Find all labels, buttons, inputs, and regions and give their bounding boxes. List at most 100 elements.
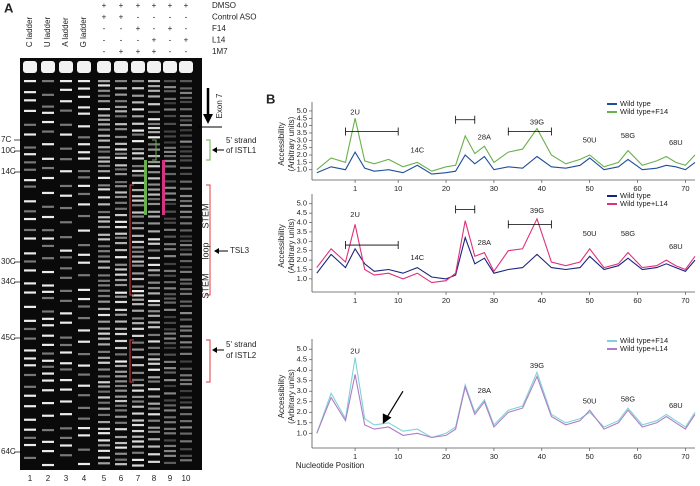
gel-band (180, 145, 192, 148)
gel-band (132, 371, 144, 374)
gel-band (115, 395, 127, 398)
gel-band (98, 361, 110, 364)
gel-band (148, 333, 160, 337)
lane-number: 6 (119, 474, 124, 483)
x-tick-label: 40 (538, 296, 546, 305)
gel-band (78, 352, 90, 356)
condition-mark: + (152, 1, 157, 10)
x-tick-label: 70 (681, 184, 689, 193)
gel-band (132, 317, 144, 320)
gel-band (164, 255, 176, 258)
gel-band (98, 368, 110, 371)
gel-band (98, 184, 110, 187)
x-tick-label: 50 (586, 296, 594, 305)
gel-band (132, 435, 144, 438)
gel-band (148, 103, 160, 106)
y-tick-label: 1.5 (297, 157, 307, 166)
gel-band (115, 446, 127, 449)
bracket (129, 339, 134, 383)
gel-band (180, 311, 192, 315)
gel-band (164, 248, 176, 251)
gel-band (164, 155, 176, 158)
gel-band (42, 429, 54, 432)
gel-band (164, 262, 176, 266)
gel-band (60, 454, 72, 457)
region-bracket (345, 241, 399, 250)
peak-label: 39G (530, 361, 544, 370)
x-tick-label: 40 (538, 184, 546, 193)
x-tick-label: 10 (394, 296, 402, 305)
gel-band (98, 203, 110, 206)
gel-well (114, 61, 128, 73)
gel-band (180, 244, 192, 247)
gel-band (132, 364, 144, 367)
gel-band (115, 441, 127, 445)
peak-label: 14C (410, 253, 424, 262)
gel-band (115, 135, 127, 139)
gel-band (164, 141, 176, 144)
gel-band (164, 439, 176, 442)
gel-band (180, 172, 192, 176)
gel-band (98, 332, 110, 335)
gel-band (42, 130, 54, 133)
gel-band (132, 94, 144, 97)
gel-band (132, 440, 144, 443)
legend-label: Wild type (620, 191, 651, 200)
gel-band (148, 165, 160, 168)
gel-band (164, 301, 176, 304)
gel-band (164, 235, 176, 238)
gel-band (98, 432, 110, 435)
y-tick-label: 1.5 (297, 264, 307, 273)
peak-label: 58G (621, 131, 635, 140)
gel-band (132, 303, 144, 306)
gel-band (42, 284, 54, 287)
gel-band (180, 114, 192, 118)
gel-band (148, 445, 160, 448)
gel-band (98, 337, 110, 340)
gel-band (42, 215, 54, 219)
gel-band (148, 376, 160, 379)
gel-band (98, 225, 110, 229)
highlight-bar (144, 160, 147, 215)
gel-band (98, 294, 110, 298)
gel-band (78, 170, 90, 173)
gel-band (148, 242, 160, 245)
gel-band (148, 215, 160, 218)
gel-band (115, 87, 127, 90)
gel-band (132, 255, 144, 258)
gel-band (24, 252, 36, 255)
gel-band (132, 309, 144, 312)
lane-label: A ladder (61, 17, 70, 47)
gel-band (60, 413, 72, 416)
lane-number: 7 (136, 474, 141, 483)
gel-band (42, 310, 54, 313)
gel-band (180, 335, 192, 338)
gel-band (98, 150, 110, 153)
gel-band (164, 427, 176, 430)
gel-band (164, 404, 176, 407)
tsl3-label: TSL3 (230, 246, 250, 255)
gel-band (42, 93, 54, 96)
gel-band (180, 378, 192, 382)
region-bracket (507, 127, 552, 136)
condition-mark: - (169, 36, 172, 45)
gel-band (164, 165, 176, 168)
gel-band (98, 84, 110, 87)
arrow (385, 390, 404, 419)
gel-band (164, 108, 176, 111)
gel-band (60, 256, 72, 259)
gel-band (164, 146, 176, 149)
x-tick-label: 70 (681, 452, 689, 461)
gel-band (115, 421, 127, 424)
gel-band (42, 270, 54, 274)
gel-band (98, 188, 110, 191)
gel-band (148, 154, 160, 158)
gel-band (148, 131, 160, 134)
gel-band (115, 458, 127, 461)
gel-band (164, 80, 176, 83)
x-tick-label: 60 (633, 296, 641, 305)
gel-band (98, 108, 110, 111)
gel-band (180, 222, 192, 225)
gel-band (132, 211, 144, 214)
gel-band (148, 438, 160, 441)
